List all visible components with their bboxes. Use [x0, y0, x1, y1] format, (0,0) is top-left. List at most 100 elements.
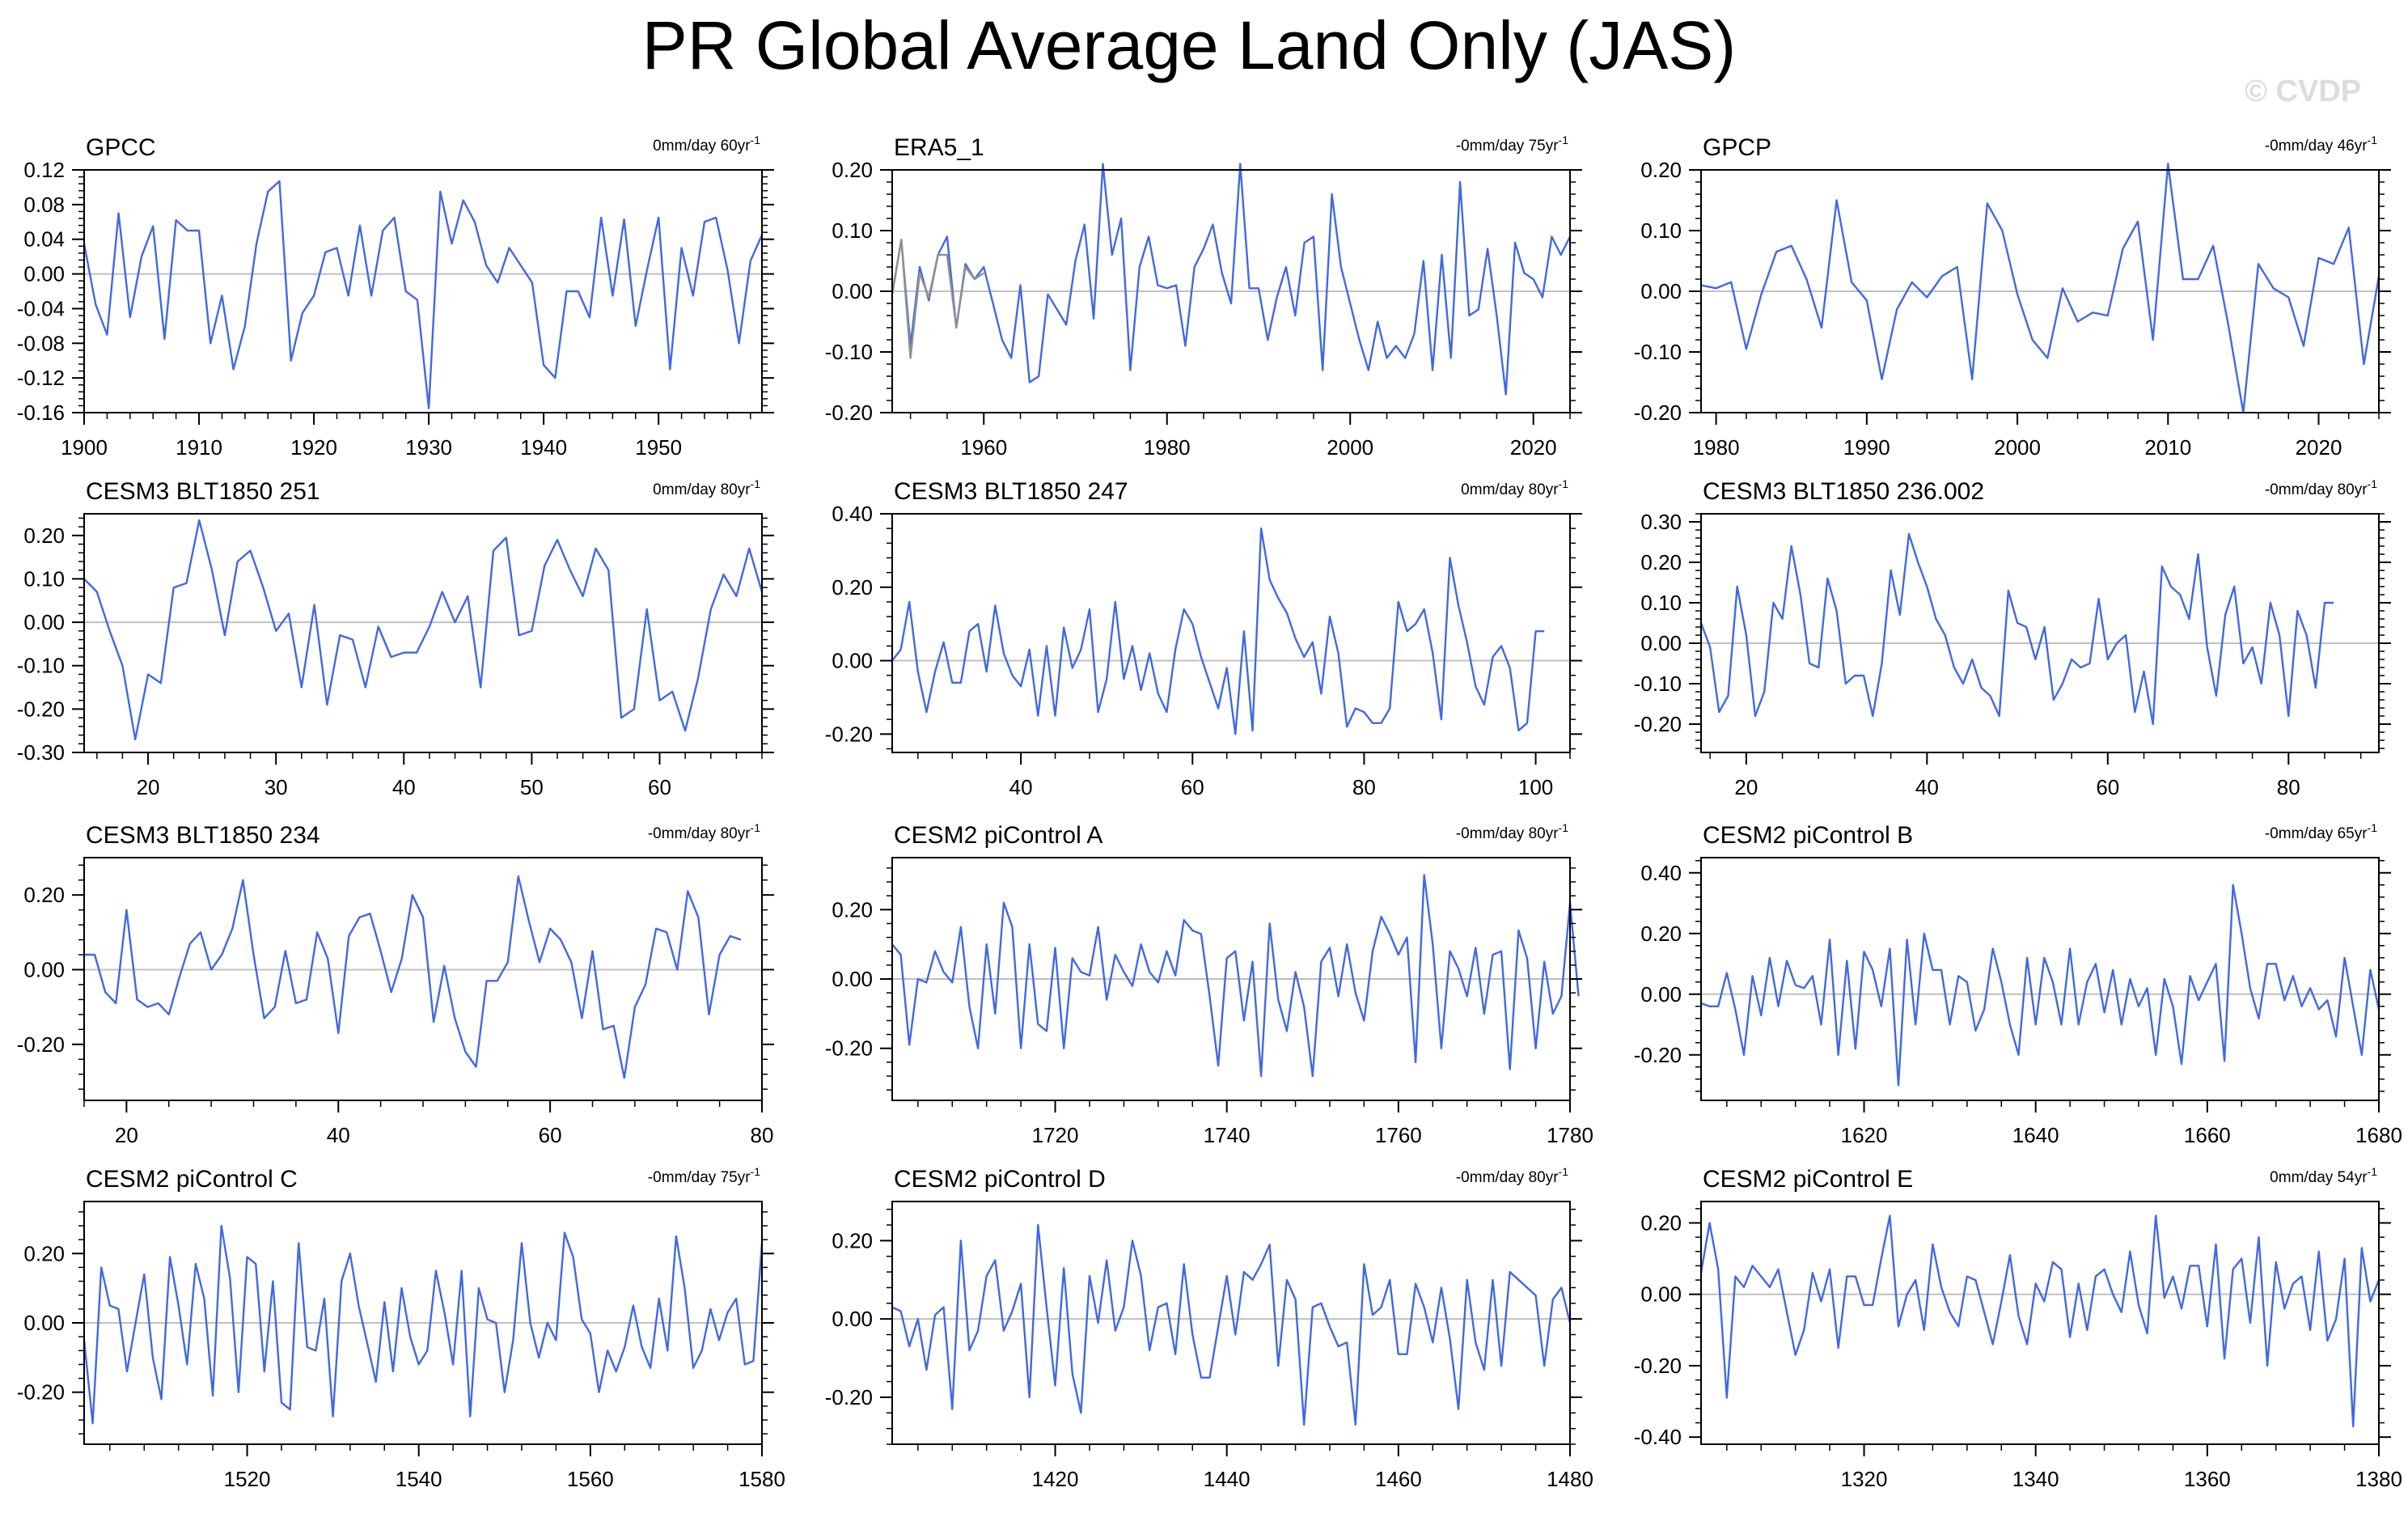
panel-1-xtick-label: 1900 [61, 435, 108, 460]
panel-3-ytick-label: 0.20 [1640, 158, 1682, 182]
panel-1-ytick-label: -0.16 [17, 400, 65, 425]
panel-9-xtick-label: 1660 [2184, 1123, 2231, 1147]
panel-6-ytick-label: 0.10 [1640, 591, 1682, 615]
panel-12-series-1-line [1699, 1214, 2380, 1428]
panel-12-ytick-label: 0.20 [1640, 1210, 1682, 1235]
panel-1-xtick-label: 1950 [635, 435, 682, 460]
panel-11-xtick-label: 1420 [1032, 1467, 1079, 1491]
panel-8-xtick-label: 1740 [1204, 1123, 1251, 1147]
panel-3-ytick-label: -0.10 [1634, 340, 1682, 364]
panel-5-ytick-label: 0.20 [832, 575, 873, 600]
panel-3-ytick-label: -0.20 [1634, 400, 1682, 425]
panel-6-ytick-label: -0.20 [1634, 712, 1682, 736]
panel-12-ytick-label: -0.20 [1634, 1354, 1682, 1378]
panel-3-xtick-label: 2000 [1994, 435, 2041, 460]
panel-6-xtick-label: 20 [1734, 775, 1758, 799]
panel-10-ytick-label: 0.20 [23, 1241, 65, 1265]
panel-6-frame [1700, 513, 2380, 753]
panel-10-series-1-line [83, 1224, 764, 1425]
panel-5-series-1-line [891, 528, 1545, 735]
panel-4-ytick-label: -0.30 [17, 740, 65, 765]
panel-9-ytick-label: 0.40 [1640, 861, 1682, 885]
panel-9-xtick-label: 1640 [2012, 1123, 2059, 1147]
panel-2-xtick-label: 1960 [960, 435, 1007, 460]
panel-5-ytick-label: 0.00 [832, 649, 873, 673]
panel-1-ytick-label: -0.04 [17, 296, 65, 320]
panel-6-xtick-label: 80 [2277, 775, 2300, 799]
panel-8-xtick-label: 1760 [1375, 1123, 1422, 1147]
panel-3-xtick-label: 1980 [1693, 435, 1740, 460]
panel-12-xtick-label: 1380 [2355, 1467, 2402, 1491]
panel-5-frame [891, 513, 1571, 753]
panel-7-xtick-label: 60 [539, 1123, 562, 1147]
panel-1-title: GPCC [86, 134, 156, 161]
panel-7-ytick-label: -0.20 [17, 1032, 65, 1057]
panel-4-xtick-label: 20 [137, 775, 160, 799]
panel-1-series-1-line [83, 180, 764, 409]
panel-10-ytick-label: 0.00 [23, 1311, 65, 1335]
panel-3-xtick-label: 1990 [1843, 435, 1890, 460]
panel-5-xtick-label: 100 [1518, 775, 1553, 799]
panel-4-xtick-label: 30 [264, 775, 288, 799]
panel-12-ytick-label: -0.40 [1634, 1425, 1682, 1449]
panel-1-xtick-label: 1920 [290, 435, 337, 460]
panel-5-trend-label: 0mm/day 80yr-1 [1461, 477, 1568, 498]
panel-12-ytick-label: 0.00 [1640, 1282, 1682, 1307]
panel-10-xtick-label: 1540 [396, 1467, 442, 1491]
panel-7-frame [83, 857, 763, 1101]
panel-1-ytick-label: 0.00 [23, 262, 65, 286]
panel-2-ytick-label: 0.10 [832, 218, 873, 243]
panel-9-ytick-label: 0.20 [1640, 922, 1682, 946]
panel-9-ytick-label: -0.20 [1634, 1043, 1682, 1067]
panel-2-ytick-label: -0.20 [825, 400, 873, 425]
panel-9-trend-label: -0mm/day 65yr-1 [2265, 821, 2377, 842]
panel-10-xtick-label: 1580 [738, 1467, 785, 1491]
panel-1-ytick-label: 0.12 [23, 158, 65, 182]
panel-12-xtick-label: 1360 [2184, 1467, 2231, 1491]
page-title: PR Global Average Land Only (JAS) [641, 7, 1737, 83]
panel-2-xtick-label: 2020 [1510, 435, 1557, 460]
panel-2-ytick-label: 0.00 [832, 279, 873, 303]
panel-4-ytick-label: 0.20 [23, 523, 65, 548]
panel-4-ytick-label: 0.10 [23, 566, 65, 591]
panel-12-frame [1700, 1201, 2380, 1445]
panel-2-ytick-label: 0.20 [832, 158, 873, 182]
panel-2-ytick-label: -0.10 [825, 340, 873, 364]
panel-10-title: CESM2 piControl C [86, 1166, 298, 1193]
panel-10-xtick-label: 1520 [224, 1467, 271, 1491]
panel-2-series-1-line [891, 163, 1572, 396]
panel-1-ytick-label: 0.04 [23, 227, 65, 252]
panel-11-series-1-line [891, 1223, 1572, 1426]
panel-3-ytick-label: 0.10 [1640, 218, 1682, 243]
panel-9-frame [1700, 857, 2380, 1101]
panel-5-ytick-label: -0.20 [825, 722, 873, 746]
panel-7-xtick-label: 40 [327, 1123, 350, 1147]
panel-6-series-1-line [1699, 532, 2334, 726]
panel-10-ytick-label: -0.20 [17, 1380, 65, 1405]
panel-4-trend-label: 0mm/day 80yr-1 [653, 477, 760, 498]
panel-2-xtick-label: 2000 [1327, 435, 1373, 460]
panel-7-title: CESM3 BLT1850 234 [86, 822, 320, 849]
panel-5-title: CESM3 BLT1850 247 [894, 478, 1128, 505]
panel-1-frame [83, 169, 763, 413]
panel-7-trend-label: -0mm/day 80yr-1 [648, 821, 760, 842]
panel-8-title: CESM2 piControl A [894, 822, 1102, 849]
panel-10-trend-label: -0mm/day 75yr-1 [648, 1165, 760, 1186]
panel-4-ytick-label: -0.10 [17, 654, 65, 678]
panel-4-xtick-label: 50 [520, 775, 544, 799]
panel-1-ytick-label: -0.12 [17, 366, 65, 390]
panel-7-xtick-label: 80 [751, 1123, 774, 1147]
panel-8-trend-label: -0mm/day 80yr-1 [1456, 821, 1568, 842]
panel-9-title: CESM2 piControl B [1703, 822, 1913, 849]
panel-4-ytick-label: 0.00 [23, 610, 65, 634]
panel-3-xtick-label: 2020 [2296, 435, 2342, 460]
panel-7-series-1-line [84, 875, 742, 1079]
panel-12-xtick-label: 1340 [2012, 1467, 2059, 1491]
panel-11-xtick-label: 1440 [1204, 1467, 1251, 1491]
panel-11-frame [891, 1201, 1571, 1445]
panel-2-series-2-line [891, 239, 984, 359]
panel-4-xtick-label: 40 [392, 775, 416, 799]
panel-6-ytick-label: 0.00 [1640, 631, 1682, 655]
panel-6-ytick-label: 0.30 [1640, 510, 1682, 534]
